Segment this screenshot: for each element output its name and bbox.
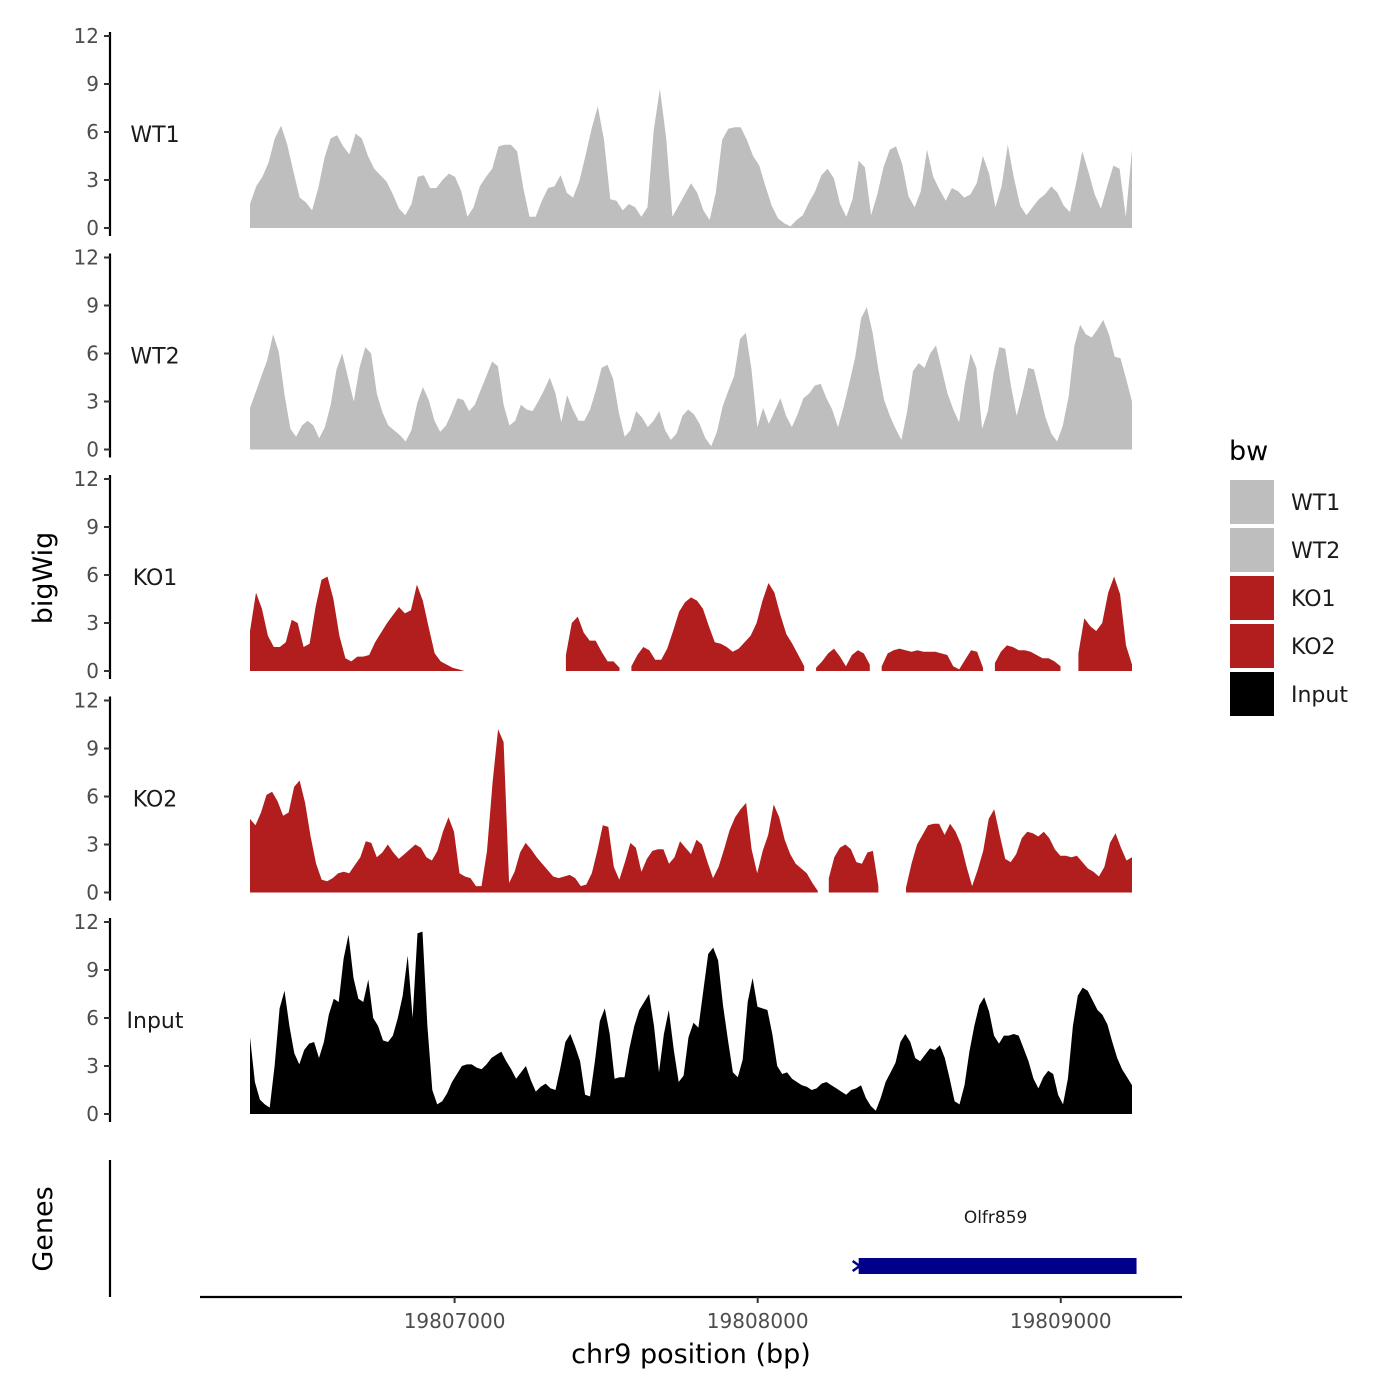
y-tick-label: 9: [86, 515, 99, 539]
legend-swatch: [1230, 576, 1274, 620]
legend-label: Input: [1291, 683, 1348, 708]
track-ko1: 0 3 6 9 12 KO1: [74, 467, 1132, 683]
y-tick-label: 12: [74, 910, 99, 934]
gene-olfr859: Olfr859: [851, 1208, 1137, 1274]
legend-item-ko2: KO2: [1230, 624, 1336, 668]
legend-item-ko1: KO1: [1230, 576, 1336, 620]
gene-body: [858, 1258, 1137, 1274]
x-tick-label: 19808000: [707, 1309, 809, 1333]
legend-label: KO1: [1291, 587, 1336, 612]
y-tick-label: 0: [86, 659, 99, 683]
legend-title: bw: [1229, 436, 1268, 467]
legend-swatch: [1230, 528, 1274, 572]
legend-label: WT1: [1291, 491, 1340, 516]
legend-item-wt1: WT1: [1230, 480, 1340, 524]
x-tick-label: 19809000: [1010, 1309, 1112, 1333]
legend-swatch: [1230, 480, 1274, 524]
y-tick-label: 6: [86, 563, 99, 587]
track-label: Input: [127, 1009, 184, 1034]
y-tick-label: 3: [86, 168, 99, 192]
y-tick-label: 3: [86, 611, 99, 635]
y-tick-label: 12: [74, 24, 99, 48]
coverage-area-wt2: [250, 307, 1132, 450]
y-tick-label: 9: [86, 958, 99, 982]
coverage-area-wt1: [250, 88, 1132, 228]
y-tick-label: 6: [86, 120, 99, 144]
y-tick-label: 9: [86, 72, 99, 96]
genes-axis-title: Genes: [28, 1186, 59, 1271]
y-tick-label: 12: [74, 246, 99, 270]
y-tick-label: 12: [74, 689, 99, 713]
y-tick-label: 3: [86, 390, 99, 414]
y-tick-label: 9: [86, 294, 99, 318]
y-tick-label: 0: [86, 1102, 99, 1126]
gene-label: Olfr859: [964, 1208, 1028, 1228]
track-label: KO1: [133, 566, 178, 591]
strand-arrow-icon: [851, 1259, 862, 1273]
y-tick-label: 0: [86, 438, 99, 462]
bigwig-tracks: 0 3 6 9 12 WT1 0 3 6 9 12 WT2 0 3 6 9 12 KO1 0 3 6 9 12 KO2 0 3 6 9…: [74, 24, 1132, 1126]
legend-swatch: [1230, 672, 1274, 716]
y-tick-label: 9: [86, 737, 99, 761]
track-label: WT1: [130, 123, 179, 148]
track-input: 0 3 6 9 12 Input: [74, 910, 1132, 1126]
legend-item-wt2: WT2: [1230, 528, 1340, 572]
coverage-area-ko2: [250, 729, 1132, 893]
y-tick-label: 0: [86, 881, 99, 905]
genes-panel: Olfr859: [108, 1160, 1137, 1297]
track-ko2: 0 3 6 9 12 KO2: [74, 689, 1132, 905]
y-tick-label: 6: [86, 342, 99, 366]
coverage-area-input: [250, 931, 1132, 1114]
x-axis: 19807000 19808000 19809000: [200, 1295, 1182, 1333]
track-wt1: 0 3 6 9 12 WT1: [74, 24, 1132, 240]
y-tick-label: 6: [86, 1006, 99, 1030]
track-label: KO2: [133, 788, 178, 813]
x-axis-title: chr9 position (bp): [571, 1339, 811, 1370]
y-tick-label: 0: [86, 216, 99, 240]
y-tick-label: 3: [86, 1054, 99, 1078]
legend-swatch: [1230, 624, 1274, 668]
track-wt2: 0 3 6 9 12 WT2: [74, 246, 1132, 462]
legend-label: KO2: [1291, 635, 1336, 660]
y-tick-label: 6: [86, 785, 99, 809]
coverage-area-ko1: [250, 576, 1132, 671]
track-label: WT2: [130, 345, 179, 370]
legend: bw WT1 WT2 KO1 KO2 Input: [1229, 436, 1348, 716]
legend-label: WT2: [1291, 539, 1340, 564]
y-tick-label: 3: [86, 833, 99, 857]
y-axis-title: bigWig: [28, 532, 59, 625]
x-tick-label: 19807000: [404, 1309, 506, 1333]
legend-item-input: Input: [1230, 672, 1348, 716]
y-tick-label: 12: [74, 467, 99, 491]
